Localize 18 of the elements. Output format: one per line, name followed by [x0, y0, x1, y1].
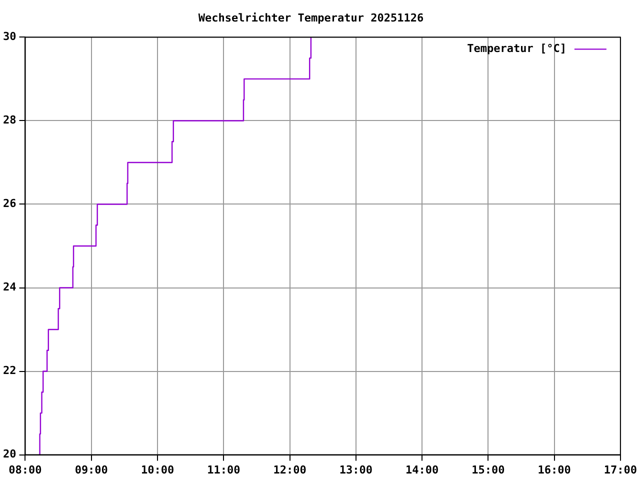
x-tick-label: 15:00 — [472, 463, 505, 476]
x-tick-label: 14:00 — [405, 463, 439, 476]
y-tick-label: 30 — [2, 30, 16, 44]
x-tick-label: 09:00 — [74, 463, 108, 476]
y-tick-label: 22 — [2, 364, 16, 378]
y-tick-label: 20 — [2, 448, 16, 461]
y-tick-label: 24 — [2, 280, 17, 294]
y-tick-label: 28 — [2, 114, 16, 127]
x-tick-label: 13:00 — [339, 463, 372, 476]
x-tick-label: 11:00 — [207, 463, 240, 476]
x-tick-label: 10:00 — [140, 463, 174, 476]
x-tick-label: 08:00 — [8, 463, 42, 476]
chart-title: Wechselrichter Temperatur 20251126 — [198, 11, 424, 24]
x-tick-label: 17:00 — [604, 463, 638, 476]
x-tick-label: 12:00 — [273, 463, 306, 476]
x-tick-label: 16:00 — [538, 463, 571, 476]
legend-label: Temperatur [°C] — [467, 42, 566, 56]
y-tick-label: 26 — [2, 197, 17, 210]
